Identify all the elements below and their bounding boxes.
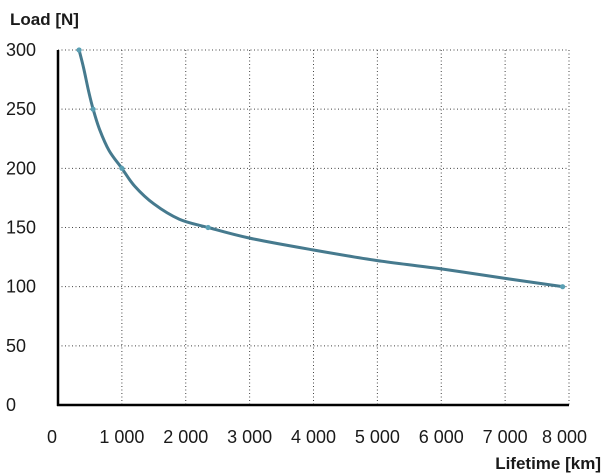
y-tick-label: 50 bbox=[6, 336, 26, 356]
x-tick-label: 8 000 bbox=[542, 427, 587, 447]
y-tick-label: 200 bbox=[6, 158, 36, 178]
data-point bbox=[560, 284, 566, 290]
x-tick-label: 3 000 bbox=[227, 427, 272, 447]
x-tick-label: 7 000 bbox=[483, 427, 528, 447]
x-axis-title: Lifetime [km] bbox=[495, 454, 601, 473]
x-tick-label: 5 000 bbox=[355, 427, 400, 447]
data-point bbox=[205, 224, 211, 231]
x-tick-label: 4 000 bbox=[291, 427, 336, 447]
y-tick-label: 150 bbox=[6, 218, 36, 238]
y-tick-label: 300 bbox=[6, 40, 36, 60]
x-tick-label: 2 000 bbox=[163, 427, 208, 447]
y-axis-title: Load [N] bbox=[10, 10, 79, 29]
axes bbox=[56, 50, 569, 407]
data-point bbox=[76, 47, 82, 53]
series-layer bbox=[76, 47, 566, 290]
y-tick-label: 0 bbox=[6, 395, 16, 415]
y-tick-label: 100 bbox=[6, 277, 36, 297]
data-point bbox=[119, 165, 125, 171]
series-line-0 bbox=[77, 48, 565, 289]
grid bbox=[58, 49, 570, 405]
x-tick-label: 0 bbox=[47, 427, 57, 447]
x-tick-label: 6 000 bbox=[419, 427, 464, 447]
y-tick-label: 250 bbox=[6, 99, 36, 119]
tick-labels: 0 50 100 150 200 250 300 0 1 000 2 000 3 000 4 000 5… bbox=[6, 40, 587, 447]
data-point bbox=[90, 106, 96, 112]
x-tick-label: 1 000 bbox=[99, 427, 144, 447]
